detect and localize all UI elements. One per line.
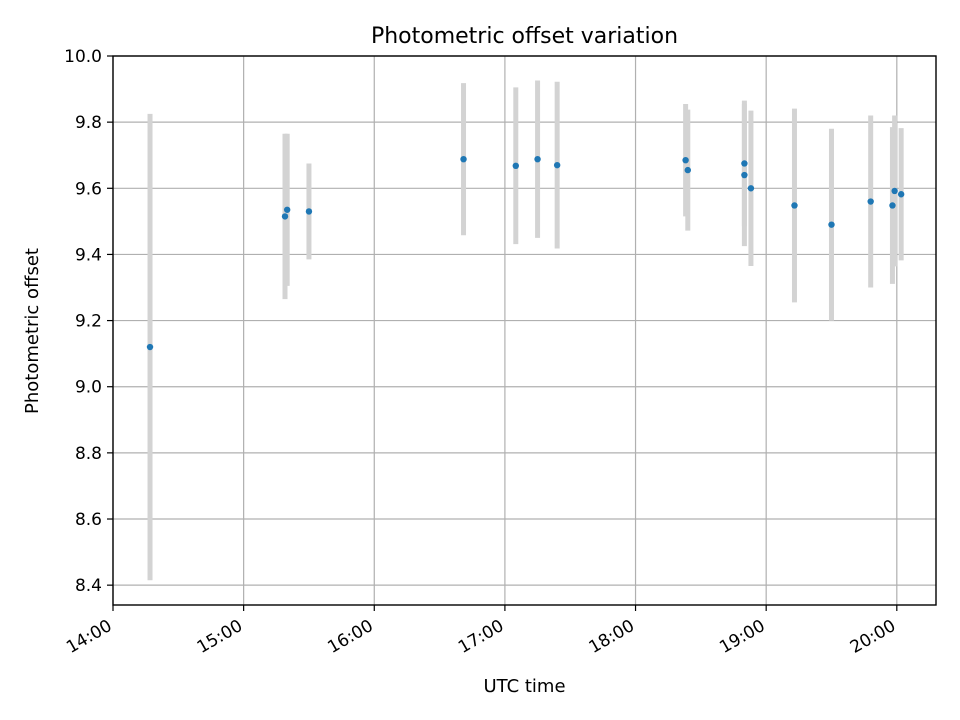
data-point (867, 198, 874, 205)
y-tick-label: 8.6 (75, 510, 102, 530)
data-point (305, 208, 313, 215)
y-tick-label: 10.0 (64, 47, 102, 67)
x-axis-label: UTC time (483, 676, 565, 697)
y-tick-label: 8.4 (75, 576, 102, 596)
data-point (791, 202, 798, 209)
data-point (283, 206, 291, 213)
data-point (684, 166, 691, 174)
data-point (682, 156, 689, 164)
y-tick-label: 9.0 (75, 378, 102, 398)
plot-frame (112, 55, 937, 606)
grid (112, 55, 936, 605)
data-point (747, 185, 755, 192)
data-point (460, 155, 467, 163)
data-point (281, 213, 289, 220)
data-point (891, 187, 898, 195)
data-point (534, 155, 541, 163)
y-tick-label: 9.4 (75, 245, 102, 265)
y-axis-label: Photometric offset (22, 248, 43, 414)
data-point (897, 191, 905, 198)
chart-title: Photometric offset variation (371, 24, 678, 49)
data-points (146, 155, 905, 351)
y-tick-label: 9.8 (75, 113, 102, 133)
data-point (553, 161, 561, 169)
y-axis-ticks: 8.4 8.6 8.8 9.0 9.2 9.4 9.6 9.8 10.0 (64, 47, 113, 596)
y-tick-label: 8.8 (75, 444, 102, 464)
data-point (828, 221, 835, 228)
y-tick-label: 9.6 (75, 179, 102, 199)
data-point (741, 171, 748, 179)
y-tick-label: 9.2 (75, 312, 102, 332)
data-point (146, 343, 154, 351)
data-point (889, 202, 896, 209)
data-point (512, 162, 519, 169)
data-point (741, 160, 748, 167)
